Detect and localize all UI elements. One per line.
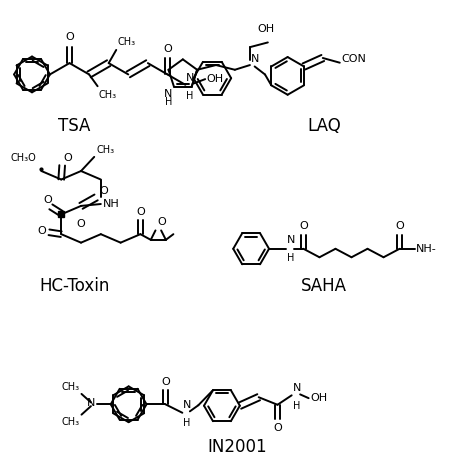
Text: O: O xyxy=(77,219,85,229)
Text: CH₃: CH₃ xyxy=(99,90,117,100)
Text: NH: NH xyxy=(103,199,119,210)
Text: HC-Toxin: HC-Toxin xyxy=(39,277,109,295)
Text: H: H xyxy=(292,401,300,411)
Text: O: O xyxy=(158,217,166,227)
Text: O: O xyxy=(163,44,172,54)
Text: O: O xyxy=(161,377,170,387)
Text: OH: OH xyxy=(310,393,327,403)
Text: O: O xyxy=(395,221,404,231)
Text: H: H xyxy=(287,253,294,263)
Text: O: O xyxy=(65,32,74,42)
Text: LAQ: LAQ xyxy=(307,117,341,135)
Text: O: O xyxy=(37,227,46,237)
Text: O: O xyxy=(100,185,109,196)
Text: N: N xyxy=(287,236,295,246)
Text: O: O xyxy=(299,221,308,231)
Text: CH₃: CH₃ xyxy=(117,37,135,47)
Text: N: N xyxy=(87,398,95,408)
Text: N: N xyxy=(186,73,195,83)
Text: O: O xyxy=(273,423,282,433)
Text: CON: CON xyxy=(342,54,366,64)
Text: N: N xyxy=(183,401,191,410)
Text: OH: OH xyxy=(257,24,274,34)
Text: CH₃: CH₃ xyxy=(96,145,114,155)
Text: O: O xyxy=(136,207,145,217)
Text: O: O xyxy=(44,195,53,205)
Text: TSA: TSA xyxy=(58,117,91,135)
Text: IN2001: IN2001 xyxy=(207,438,267,456)
Text: H: H xyxy=(186,91,194,101)
Text: CH₃: CH₃ xyxy=(62,382,80,392)
Text: H: H xyxy=(183,419,191,428)
Text: CH₃O: CH₃O xyxy=(11,154,36,164)
Text: N: N xyxy=(251,54,260,64)
Text: N: N xyxy=(292,383,301,392)
Text: SAHA: SAHA xyxy=(301,277,347,295)
Text: H: H xyxy=(164,97,172,107)
Text: CH₃: CH₃ xyxy=(62,417,80,427)
Text: NH-: NH- xyxy=(416,244,437,254)
Text: OH: OH xyxy=(207,73,224,84)
Text: N: N xyxy=(164,90,172,100)
Text: O: O xyxy=(63,153,72,163)
